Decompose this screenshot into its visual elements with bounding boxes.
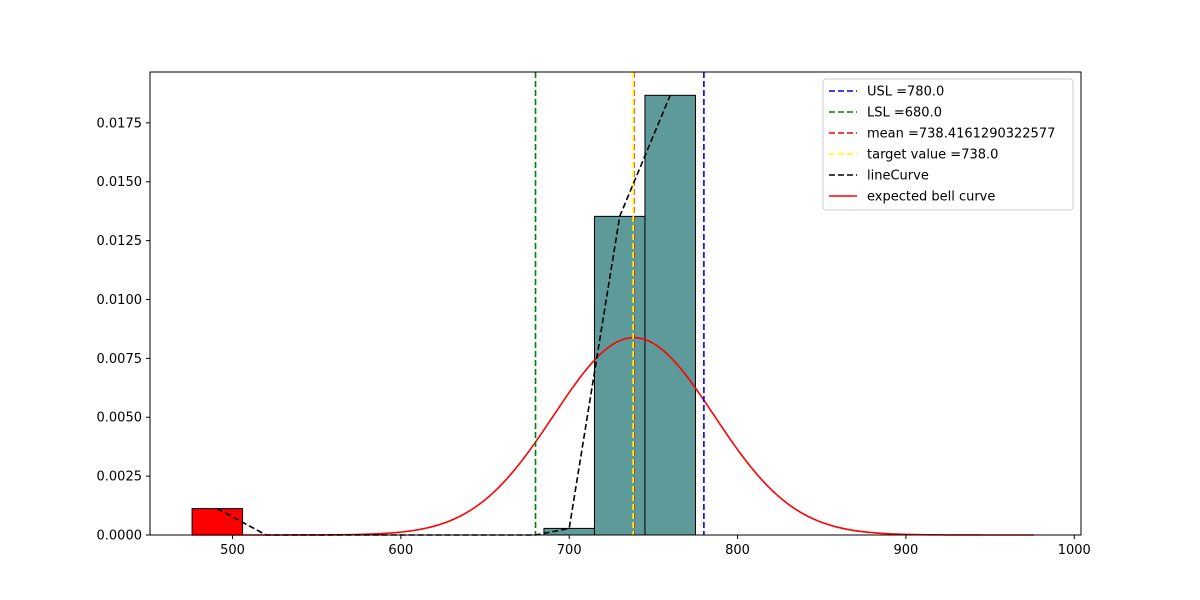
histogram-bar-3 [644, 94, 696, 536]
x-tick-label-800: 800 [725, 543, 750, 558]
legend-box [822, 78, 1074, 211]
y-tick-label-2: 0.0050 [97, 411, 143, 426]
histogram-bar-1 [543, 527, 595, 536]
legend-label-0: USL =780.0 [867, 85, 944, 100]
legend-label-3: target value =738.0 [867, 148, 998, 163]
x-axis-ticks: 500 600 700 800 900 1000 [220, 535, 1091, 558]
histogram-bar-2 [593, 215, 646, 536]
y-axis-ticks: 0.0000 0.0025 0.0050 0.0075 0.0100 0.0125 0.01… [97, 116, 150, 544]
x-tick-label-1000: 1000 [1058, 543, 1091, 558]
reference-lines [534, 72, 705, 535]
x-tick-label-500: 500 [220, 543, 245, 558]
y-tick-label-0: 0.0000 [97, 529, 143, 544]
legend-label-4: lineCurve [867, 169, 929, 184]
y-tick-label-4: 0.0100 [97, 293, 143, 308]
histogram-bars [191, 94, 696, 536]
x-tick-label-700: 700 [557, 543, 582, 558]
y-tick-label-1: 0.0025 [97, 470, 143, 485]
y-tick-label-7: 0.0175 [97, 116, 143, 131]
x-tick-label-900: 900 [893, 543, 918, 558]
y-tick-label-6: 0.0150 [97, 175, 143, 190]
legend-label-2: mean =738.4161290322577 [867, 127, 1055, 142]
plot-frame [149, 71, 1082, 536]
line-curve-layer [216, 95, 671, 536]
legend: USL =780.0 LSL =680.0 mean =738.4161290322… [822, 78, 1074, 211]
legend-label-1: LSL =680.0 [867, 106, 942, 121]
y-tick-label-5: 0.0125 [97, 234, 143, 249]
y-tick-label-3: 0.0075 [97, 352, 143, 367]
x-tick-label-600: 600 [388, 543, 413, 558]
legend-label-5: expected bell curve [867, 190, 995, 205]
histogram-bar-0 [191, 508, 244, 536]
line-curve [216, 95, 671, 536]
